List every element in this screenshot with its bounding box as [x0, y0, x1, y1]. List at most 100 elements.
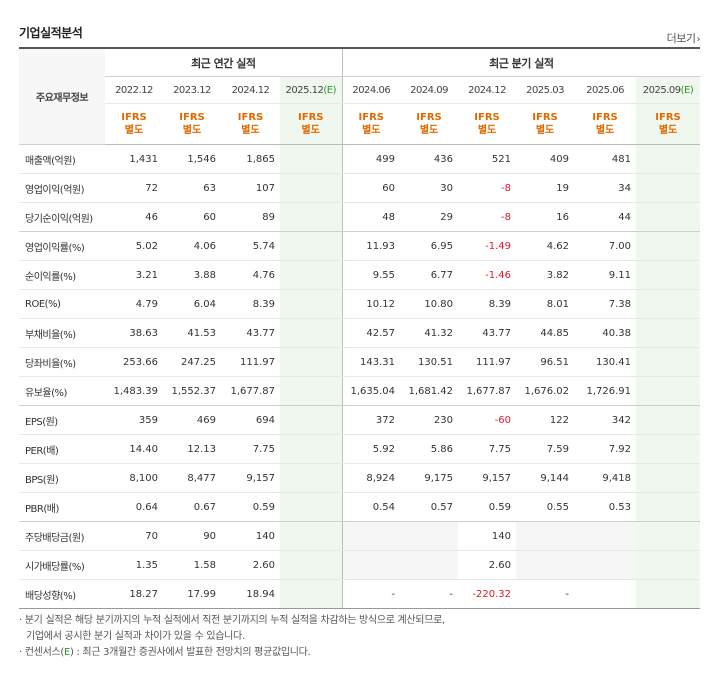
table-row: 영업이익(억원) 72 63 107 60 30 -8 19 34 — [19, 173, 701, 203]
table-cell: -220.32 — [458, 579, 517, 609]
table-cell — [280, 434, 343, 464]
ifrs-label: IFRS 별도 — [636, 103, 701, 145]
table-cell: 41.32 — [400, 318, 459, 348]
table-cell — [636, 260, 701, 290]
table-cell: 436 — [400, 144, 459, 174]
table-cell: 10.12 — [341, 289, 401, 319]
table-cell: 0.67 — [163, 492, 221, 522]
table-cell — [636, 347, 701, 377]
table-cell — [516, 521, 575, 551]
ifrs-label: IFRS 별도 — [400, 103, 459, 145]
table-cell: 1,677.87 — [221, 376, 280, 406]
chevron-right-icon: › — [696, 34, 701, 45]
ifrs-label: IFRS 별도 — [574, 103, 637, 145]
table-cell — [280, 579, 343, 609]
ifrs-label: IFRS 별도 — [516, 103, 575, 145]
table-cell: 1.35 — [105, 550, 163, 580]
table-row: ROE(%) 4.79 6.04 8.39 10.12 10.80 8.39 8.01 7.38 — [19, 289, 701, 319]
row-label: 매출액(억원) — [19, 144, 105, 174]
table-cell: 3.82 — [516, 260, 575, 290]
table-cell: 111.97 — [458, 347, 517, 377]
table-cell — [280, 173, 343, 203]
note-1-cont: 기업에서 공시한 분기 실적과 차이가 있을 수 있습니다. — [26, 631, 245, 642]
ifrs-label: IFRS 별도 — [458, 103, 517, 145]
row-label: EPS(원) — [19, 405, 105, 435]
note-1: · 분기 실적은 해당 분기까지의 누적 실적에서 직전 분기까지의 누적 실적… — [19, 615, 445, 626]
table-row: 당좌비율(%) 253.66 247.25 111.97 143.31 130.51 111… — [19, 347, 701, 377]
table-cell — [280, 144, 343, 174]
period-header: 2022.12 — [105, 76, 163, 104]
row-label: 당좌비율(%) — [19, 347, 105, 377]
period-header: 2025.09(E) — [636, 76, 701, 104]
table-cell: 10.80 — [400, 289, 459, 319]
table-cell: 48 — [341, 202, 401, 232]
table-cell: 8.01 — [516, 289, 575, 319]
table-cell: 230 — [400, 405, 459, 435]
more-link[interactable]: 더보기› — [666, 30, 701, 46]
table-cell: 3.88 — [163, 260, 221, 290]
table-cell: 0.64 — [105, 492, 163, 522]
period-header: 2024.12 — [221, 76, 280, 104]
table-cell: 1,677.87 — [458, 376, 517, 406]
table-cell — [280, 376, 343, 406]
table-cell: 4.76 — [221, 260, 280, 290]
table-cell — [636, 463, 701, 493]
table-cell — [574, 579, 637, 609]
table-cell: 253.66 — [105, 347, 163, 377]
ifrs-label: IFRS 별도 — [221, 103, 280, 145]
table-cell — [636, 550, 701, 580]
note-2: · 컨센서스(E) : 최근 3개월간 증권사에서 발표한 전망치의 평균값입니… — [19, 647, 311, 658]
table-cell: 44.85 — [516, 318, 575, 348]
more-label: 더보기 — [666, 32, 696, 45]
row-label: 배당성향(%) — [19, 579, 105, 609]
table-row: 유보율(%) 1,483.39 1,552.37 1,677.87 1,635.04 1,… — [19, 376, 701, 406]
table-cell — [636, 376, 701, 406]
table-cell: 42.57 — [341, 318, 401, 348]
table-cell: -60 — [458, 405, 517, 435]
section-title: 기업실적분석 — [19, 26, 83, 40]
table-row: 영업이익률(%) 5.02 4.06 5.74 11.93 6.95 -1.49 4.62 7.… — [19, 231, 701, 261]
table-cell — [280, 289, 343, 319]
table-cell: 96.51 — [516, 347, 575, 377]
table-cell: 140 — [221, 521, 280, 551]
table-cell: 1,546 — [163, 144, 221, 174]
table-cell: 359 — [105, 405, 163, 435]
table-cell: 1,552.37 — [163, 376, 221, 406]
table-row: 부채비율(%) 38.63 41.53 43.77 42.57 41.32 43.77 44.… — [19, 318, 701, 348]
table-cell: 5.86 — [400, 434, 459, 464]
row-label: PER(배) — [19, 434, 105, 464]
table-cell: 7.38 — [574, 289, 637, 319]
table-cell: -1.46 — [458, 260, 517, 290]
table-cell: 8.39 — [221, 289, 280, 319]
table-cell: 7.75 — [458, 434, 517, 464]
table-cell — [280, 318, 343, 348]
quarter-header: 최근 분기 실적 — [341, 47, 701, 77]
table-cell: 46 — [105, 202, 163, 232]
row-label: 시가배당률(%) — [19, 550, 105, 580]
table-cell — [280, 260, 343, 290]
table-cell: 0.57 — [400, 492, 459, 522]
table-cell: 5.92 — [341, 434, 401, 464]
ifrs-label: IFRS 별도 — [163, 103, 221, 145]
table-cell: 499 — [341, 144, 401, 174]
table-cell: 3.21 — [105, 260, 163, 290]
table-cell: 1,865 — [221, 144, 280, 174]
table-cell: 8,924 — [341, 463, 401, 493]
table-cell: 6.04 — [163, 289, 221, 319]
table-row: 매출액(억원) 1,431 1,546 1,865 499 436 521 409 481 — [19, 144, 701, 174]
table-cell: 247.25 — [163, 347, 221, 377]
table-row: PBR(배) 0.64 0.67 0.59 0.54 0.57 0.59 0.55 0.53 — [19, 492, 701, 522]
table-cell: -8 — [458, 173, 517, 203]
table-cell: 12.13 — [163, 434, 221, 464]
table-cell: 409 — [516, 144, 575, 174]
table-cell: 6.95 — [400, 231, 459, 261]
table-cell: - — [400, 579, 459, 609]
table-cell: 89 — [221, 202, 280, 232]
table-cell: 8,477 — [163, 463, 221, 493]
table-cell: 18.94 — [221, 579, 280, 609]
table-cell: 9,157 — [458, 463, 517, 493]
table-cell — [341, 550, 401, 580]
table-cell: - — [516, 579, 575, 609]
table-cell: 107 — [221, 173, 280, 203]
table-cell: 8.39 — [458, 289, 517, 319]
